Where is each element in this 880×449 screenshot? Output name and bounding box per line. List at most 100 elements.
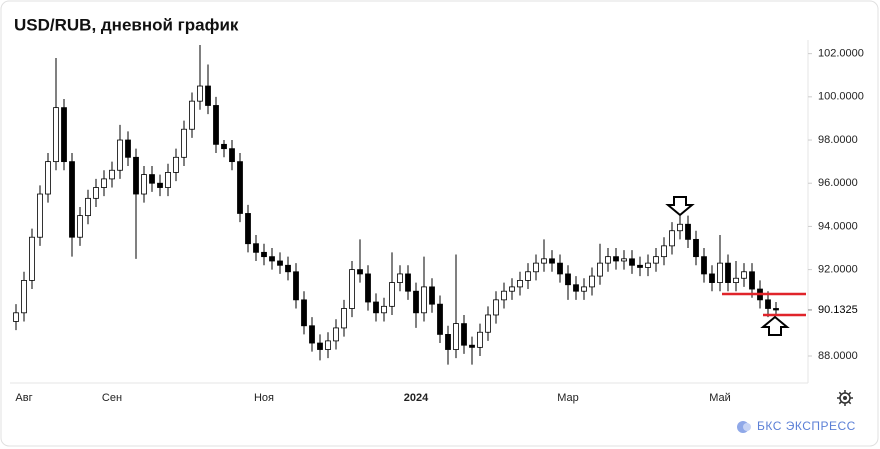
candle-body (253, 243, 259, 253)
candle-body (677, 223, 683, 232)
y-tick-label: 96.0000 (818, 177, 858, 189)
candle-body (621, 258, 627, 262)
candle-body (389, 282, 395, 307)
candle-body (413, 290, 419, 314)
candle-body (509, 286, 515, 292)
candle-body (557, 262, 563, 275)
x-tick-label: Май (709, 392, 731, 404)
candle-body (541, 258, 547, 264)
candle-body (373, 301, 379, 314)
candle-body (709, 273, 715, 283)
candle-body (189, 100, 195, 130)
candles (13, 45, 779, 365)
candle-body (701, 256, 707, 275)
y-tick-label: 94.0000 (818, 220, 858, 232)
candle-body (213, 105, 219, 145)
candle-body (37, 193, 43, 238)
candle-body (517, 280, 523, 288)
x-tick-label: Сен (102, 392, 122, 404)
candle-body (741, 271, 747, 279)
candle-body (733, 277, 739, 283)
candle-body (229, 148, 235, 163)
down-arrow (665, 196, 695, 217)
candle-body (157, 182, 163, 188)
candle-body (349, 269, 355, 309)
candle-body (165, 172, 171, 188)
x-tick-label: Мар (557, 392, 579, 404)
candle-body (325, 340, 331, 350)
candle-body (765, 299, 771, 309)
candle-body (469, 344, 475, 348)
candle-body (53, 107, 59, 163)
y-tick-label: 98.0000 (818, 134, 858, 146)
y-tick-label: 102.0000 (818, 48, 864, 60)
candle-body (269, 256, 275, 262)
candle-body (485, 314, 491, 333)
candle-body (301, 299, 307, 327)
candle-body (309, 325, 315, 344)
up-arrow (760, 315, 790, 336)
candle-body (277, 260, 283, 266)
candle-body (445, 334, 451, 350)
candle-body (357, 269, 363, 275)
y-tick-label: 92.0000 (818, 264, 858, 276)
candle-body (653, 256, 659, 264)
candle-body (493, 299, 499, 316)
candle-body (421, 286, 427, 314)
candle-body (29, 236, 35, 281)
candle-body (405, 273, 411, 292)
last-price-label: 90.1325 (818, 304, 858, 316)
candle-body (117, 139, 123, 171)
candle-body (573, 284, 579, 292)
candle-body (205, 85, 211, 106)
y-tick-label: 100.0000 (818, 91, 864, 103)
candle-body (45, 161, 51, 195)
candle-body (365, 273, 371, 303)
candle-body (85, 197, 91, 217)
candle-body (597, 262, 603, 277)
candle-body (341, 308, 347, 329)
logo-text: БКС ЭКСПРЕСС (757, 419, 856, 433)
chart-title: USD/RUB, дневной график (14, 15, 239, 34)
candle-body (21, 280, 27, 314)
candle-body (77, 215, 83, 238)
candle-body (333, 327, 339, 342)
candle-body (317, 342, 323, 350)
x-tick-label: 2024 (404, 392, 429, 404)
candle-body (197, 85, 203, 102)
candle-body (629, 258, 635, 266)
candle-body (565, 273, 571, 286)
logo: БКС ЭКСПРЕСС (737, 419, 856, 433)
candle-body (693, 238, 699, 258)
candle-body (461, 323, 467, 346)
candle-body (429, 286, 435, 305)
candle-body (749, 271, 755, 290)
candle-body (125, 139, 131, 158)
candle-body (285, 264, 291, 273)
candle-body (381, 305, 387, 314)
settings-icon[interactable] (837, 390, 853, 406)
candle-body (261, 251, 267, 258)
candle-body (61, 107, 67, 163)
candle-body (181, 128, 187, 158)
candle-body (13, 312, 19, 322)
candle-body (293, 271, 299, 301)
candle-body (69, 161, 75, 238)
x-tick-label: Ноя (254, 392, 274, 404)
candle-body (773, 308, 779, 311)
candle-body (589, 275, 595, 288)
candle-body (533, 262, 539, 273)
candle-body (93, 187, 99, 199)
candle-body (133, 156, 139, 195)
x-tick-label: Авг (15, 392, 32, 404)
candle-body (221, 143, 227, 150)
candle-body (437, 303, 443, 335)
candle-body (525, 271, 531, 281)
candle-body (101, 178, 107, 188)
candle-body (173, 156, 179, 173)
candle-body (581, 286, 587, 292)
candle-body (397, 273, 403, 283)
candle-body (501, 290, 507, 301)
candle-body (605, 256, 611, 264)
